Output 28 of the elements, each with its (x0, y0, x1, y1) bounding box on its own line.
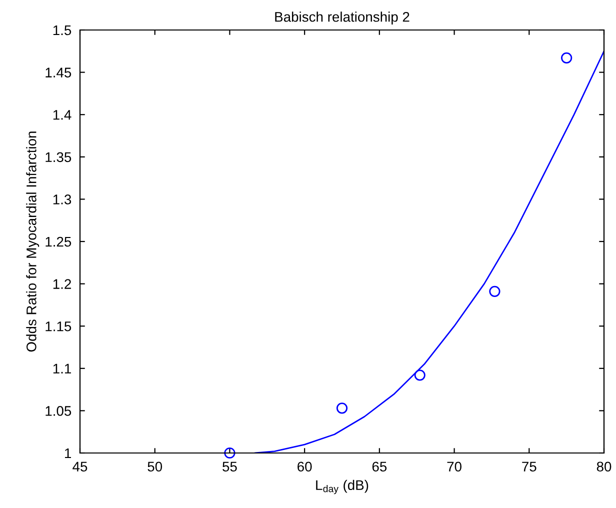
x-tick-label: 80 (596, 462, 612, 472)
y-tick-label: 1.05 (46, 406, 72, 416)
x-tick-label: 55 (222, 462, 237, 472)
point (561, 52, 572, 64)
point (336, 402, 348, 414)
x-tick-label: 50 (148, 462, 162, 472)
x-tick-label: 60 (298, 462, 312, 472)
x-tick-label: 75 (522, 462, 536, 472)
point (489, 286, 500, 297)
x-tick-label: 65 (372, 462, 387, 472)
chart-title: Babisch relationship 2 (275, 12, 410, 25)
x-axis-title: L$_{day}$ (dB) (316, 480, 368, 494)
y-tick-label: 1.15 (46, 322, 72, 332)
line-series (254, 50, 604, 453)
x-tick-label: 45 (72, 462, 88, 472)
x-tick-label: 70 (447, 462, 462, 472)
y-tick-label: 1.4 (53, 110, 72, 120)
y-tick-label: 1.35 (46, 152, 72, 162)
y-tick-label: 1 (65, 448, 71, 458)
y-tick-label: 1.3 (53, 194, 72, 204)
point (224, 447, 236, 459)
y-tick-label: 1.25 (46, 236, 72, 247)
y-axis-title: Odds Ratio for Myocardial Infarction (26, 132, 40, 352)
y-tick-label: 1.2 (53, 279, 71, 289)
y-tick-label: 1.5 (53, 25, 72, 36)
y-tick-label: 1.45 (46, 68, 72, 78)
point (414, 370, 426, 381)
y-tick-label: 1.1 (53, 364, 71, 374)
